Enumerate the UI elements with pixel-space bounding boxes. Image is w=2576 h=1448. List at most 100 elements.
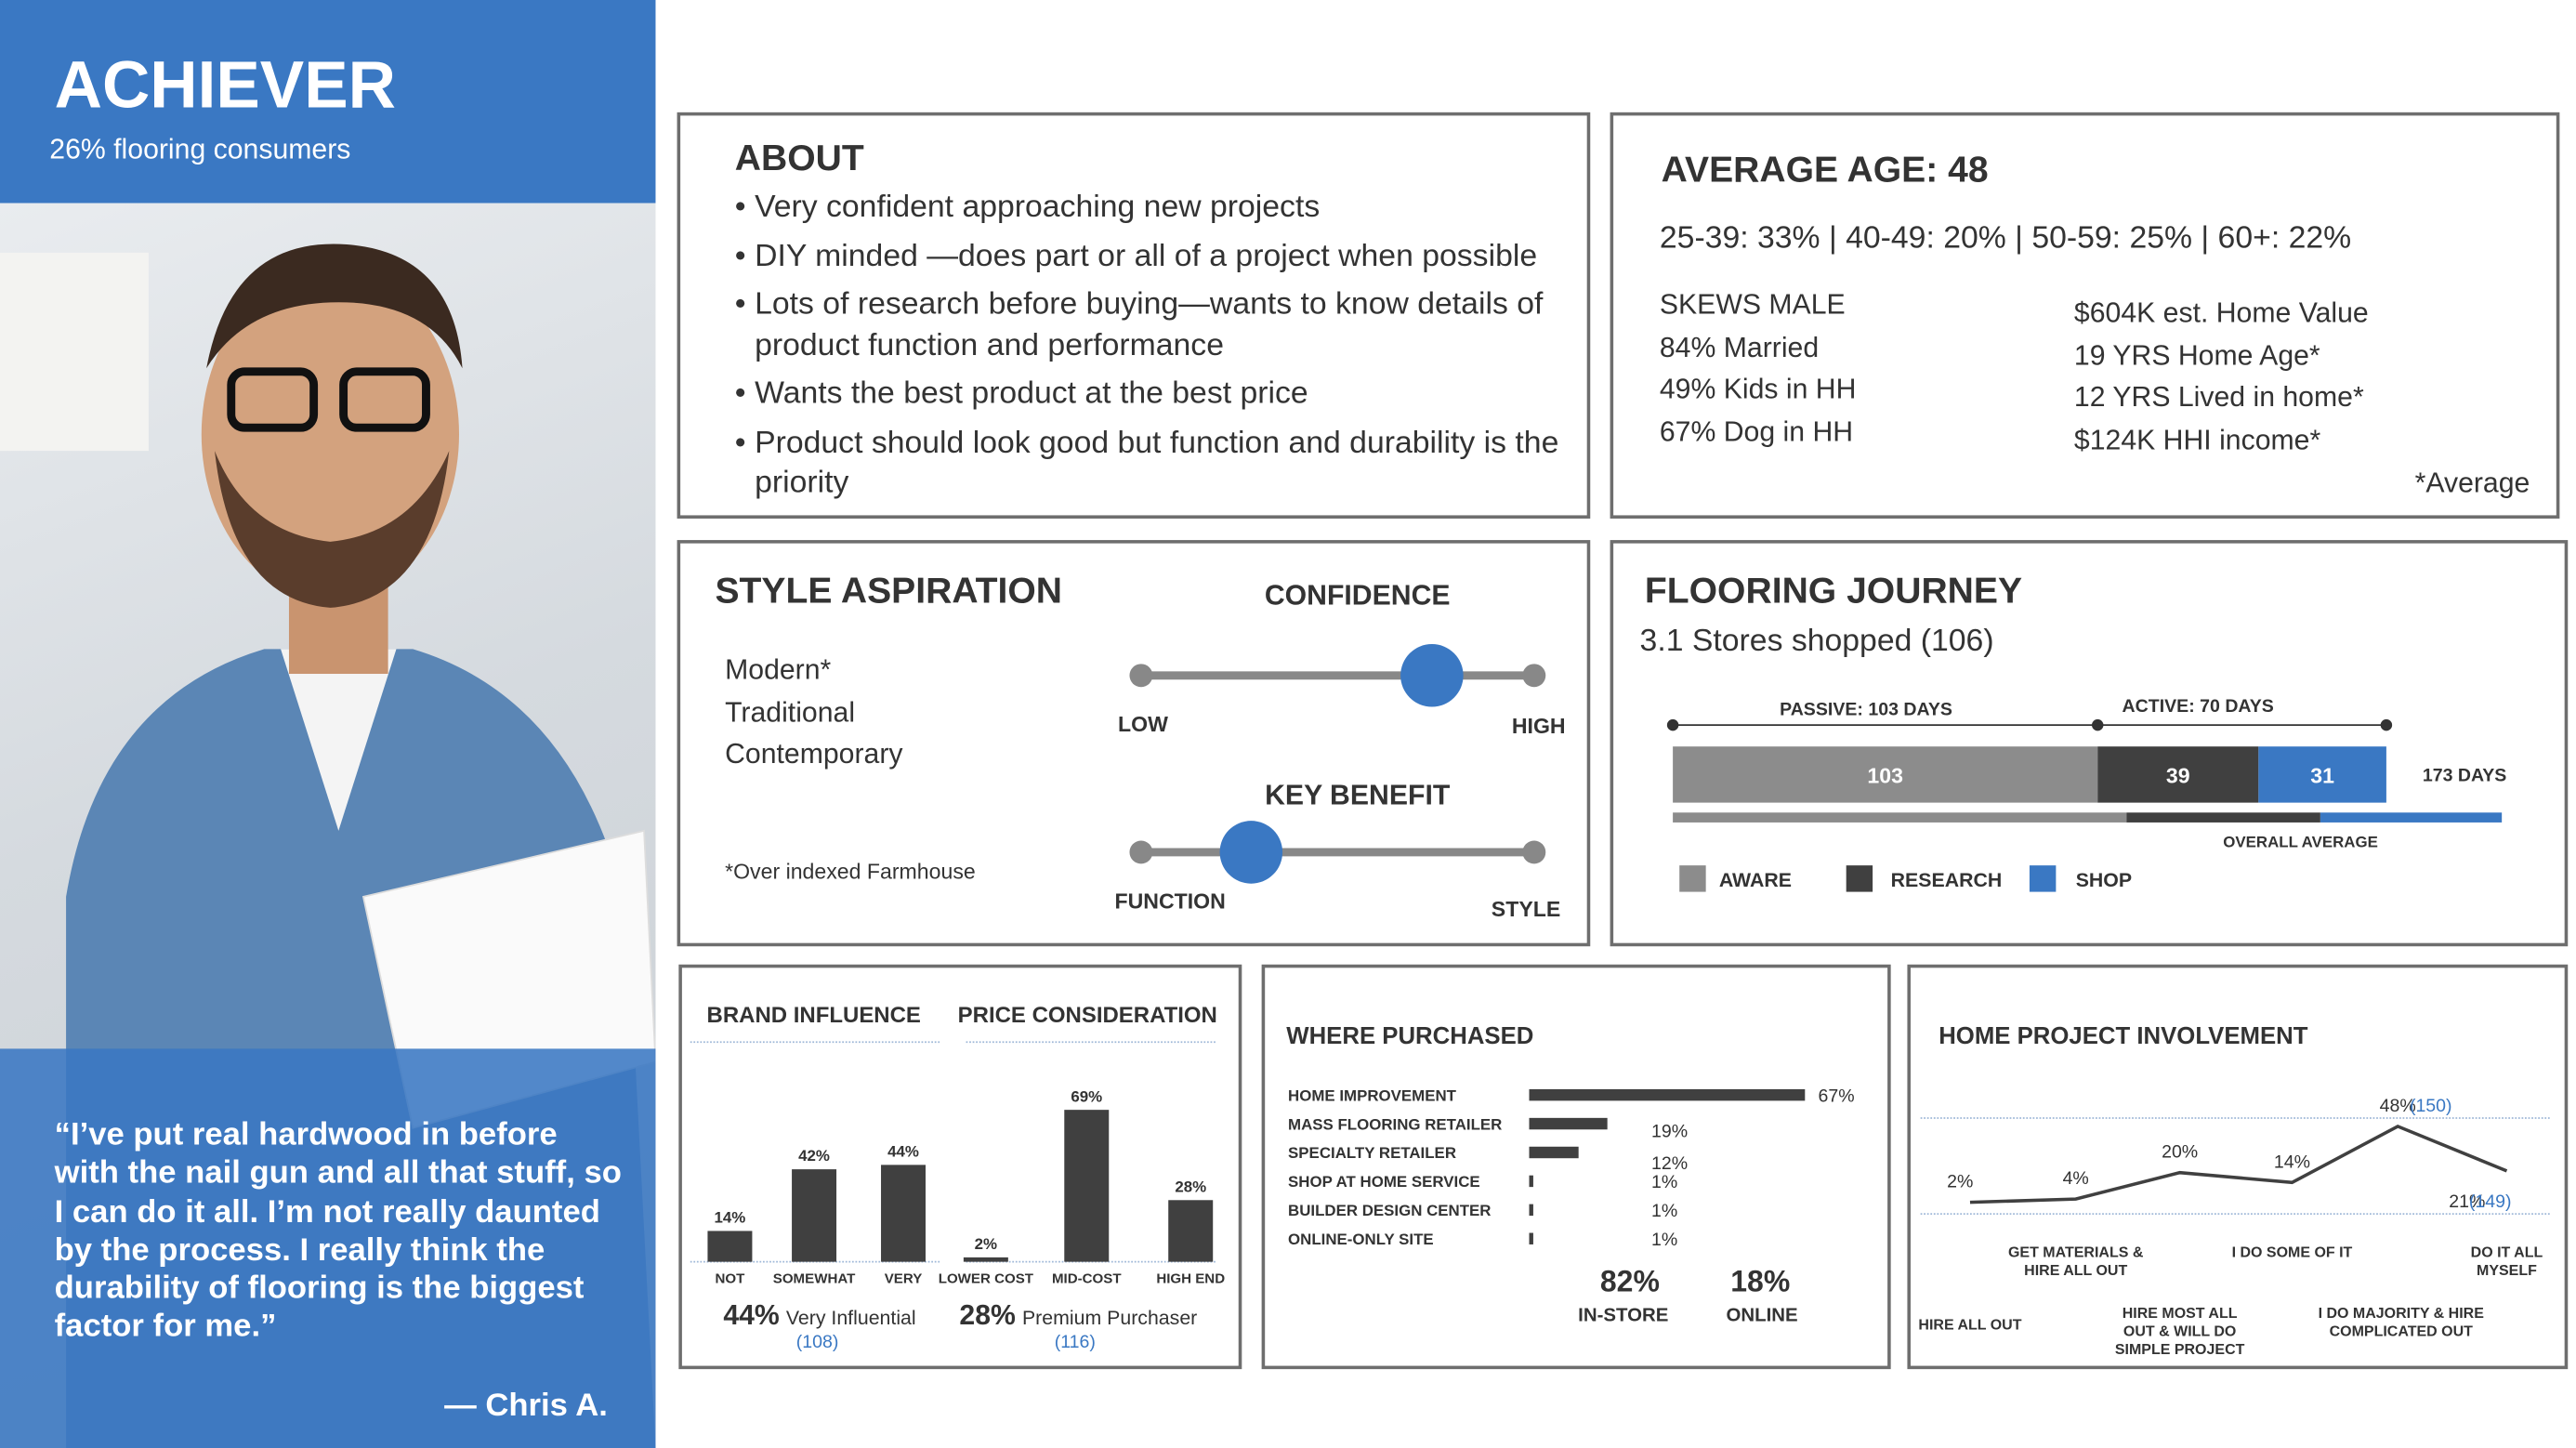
slider-end — [1129, 840, 1153, 864]
value-label: 20% — [2162, 1142, 2198, 1163]
bar — [707, 1231, 753, 1262]
age-note: *Average — [2414, 467, 2530, 499]
summary-text: Very Influential — [786, 1307, 916, 1329]
category-label: I DO MAJORITY & HIRE COMPLICATED OUT — [2318, 1304, 2484, 1340]
photo-glasses — [339, 367, 430, 432]
about-item: DIY minded —does part or all of a projec… — [735, 237, 1577, 278]
journey-panel — [1610, 540, 2569, 947]
age-fact: SKEWS MALE — [1659, 288, 1846, 321]
line-series — [1969, 1124, 2508, 1204]
bar — [1168, 1200, 1214, 1262]
about-title: ABOUT — [734, 137, 864, 178]
photo-tshirt — [281, 649, 397, 831]
bar — [1064, 1110, 1110, 1262]
category-label: MID-COST — [1052, 1271, 1122, 1287]
slider-title: KEY BENEFIT — [1265, 779, 1451, 811]
value-label: 1% — [1651, 1230, 1677, 1250]
age-title: AVERAGE AGE: 48 — [1661, 148, 1989, 191]
about-item: Very confident approaching new projects — [735, 189, 1577, 230]
photo-glasses — [227, 367, 319, 432]
legend-swatch — [2029, 865, 2057, 892]
category-label: MASS FLOORING RETAILER — [1288, 1115, 1502, 1133]
bar — [963, 1257, 1008, 1262]
category-label: DO IT ALL MYSELF — [2470, 1244, 2543, 1279]
legend-label: RESEARCH — [1891, 869, 2003, 891]
segment-label: 39 — [2166, 763, 2190, 787]
about-item: Lots of research before buying—wants to … — [735, 285, 1577, 366]
phase-dot — [1666, 718, 1679, 731]
summary-text: Premium Purchaser — [1022, 1307, 1197, 1329]
style-panel — [677, 540, 1591, 947]
category-label: SHOP AT HOME SERVICE — [1288, 1173, 1480, 1191]
chart-title: BRAND INFLUENCE — [707, 1003, 921, 1028]
slider-knob — [1400, 644, 1464, 707]
summary-index: (116) — [1055, 1332, 1096, 1352]
journey-title: FLOORING JOURNEY — [1644, 570, 2023, 612]
quote-band — [0, 1048, 656, 1448]
value-label: 12% — [1651, 1153, 1688, 1174]
channel-label: ONLINE — [1726, 1306, 1797, 1326]
average-segment — [1673, 812, 2127, 823]
value-label: 28% — [1175, 1178, 1206, 1195]
bar — [1529, 1117, 1608, 1130]
about-item: Wants the best product at the best price — [735, 375, 1577, 415]
style-title: STYLE ASPIRATION — [715, 570, 1063, 612]
value-label: 19% — [1651, 1121, 1688, 1141]
quote-author: — Chris A. — [444, 1387, 608, 1424]
photo-shelf — [0, 252, 149, 452]
value-label: 14% — [2274, 1152, 2310, 1172]
value-label: 14% — [715, 1209, 746, 1227]
segment-label: 31 — [2310, 763, 2334, 787]
value-label: 44% — [887, 1142, 919, 1160]
journey-segment — [1673, 746, 2098, 803]
category-label: HOME IMPROVEMENT — [1288, 1086, 1457, 1104]
summary-value: 28% — [959, 1300, 1016, 1331]
age-fact: 49% Kids in HH — [1659, 373, 1857, 405]
category-label: LOWER COST — [939, 1271, 1034, 1287]
photo-face — [201, 269, 460, 600]
age-fact: $124K HHI income* — [2073, 423, 2321, 455]
value-label: 69% — [1071, 1087, 1102, 1105]
age-panel — [1610, 112, 2560, 519]
channel-value: 82% — [1600, 1265, 1660, 1298]
legend-swatch — [1846, 865, 1873, 892]
legend-label: SHOP — [2076, 869, 2132, 891]
slider-knob — [1219, 821, 1283, 884]
summary-value: 44% — [723, 1300, 780, 1331]
average-label: OVERALL AVERAGE — [2223, 834, 2378, 851]
photo-beard — [215, 451, 450, 608]
legend-swatch — [1679, 865, 1706, 892]
style-item: Traditional — [725, 696, 856, 728]
channel-value: 18% — [1730, 1265, 1790, 1298]
index-label: (150) — [2410, 1096, 2452, 1116]
brand-price-panel — [678, 964, 1242, 1370]
slider-high-label: HIGH — [1511, 713, 1566, 739]
summary: 28% Premium Purchaser — [959, 1300, 1197, 1331]
age-fact: $604K est. Home Value — [2073, 296, 2369, 329]
index-label: (149) — [2469, 1191, 2512, 1212]
bar — [1529, 1232, 1533, 1244]
bar — [1529, 1204, 1533, 1217]
phase-dot — [2380, 718, 2393, 731]
phase-label: ACTIVE: 70 DAYS — [2122, 696, 2274, 717]
value-label: 21% — [2449, 1191, 2485, 1212]
style-item: Contemporary — [725, 738, 903, 770]
category-label: BUILDER DESIGN CENTER — [1288, 1202, 1491, 1219]
phase-label: PASSIVE: 103 DAYS — [1780, 700, 1952, 720]
value-label: 48% — [2380, 1096, 2416, 1116]
legend-label: AWARE — [1719, 869, 1792, 891]
chart-title: WHERE PURCHASED — [1286, 1023, 1533, 1049]
photo-hair — [206, 244, 463, 369]
value-label: 1% — [1651, 1201, 1677, 1221]
home-panel — [1907, 964, 2569, 1370]
about-panel — [677, 112, 1591, 519]
category-label: NOT — [715, 1271, 745, 1287]
phase-dot — [2092, 718, 2104, 731]
quote-text: “I’ve put real hardwood in before with t… — [54, 1116, 622, 1346]
value-label: 42% — [798, 1147, 830, 1165]
bar — [1529, 1175, 1533, 1188]
about-item: Product should look good but function an… — [735, 424, 1577, 505]
